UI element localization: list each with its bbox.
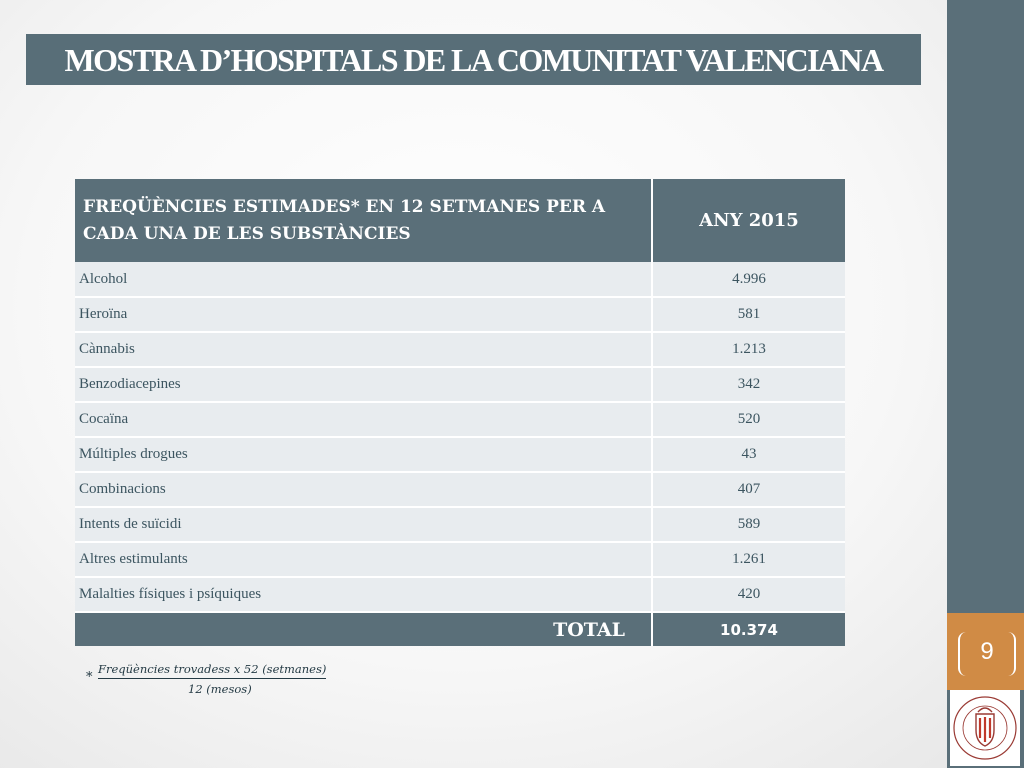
page-number: 9 [980, 638, 994, 665]
total-label: TOTAL [75, 612, 653, 646]
total-row: TOTAL 10.374 [75, 612, 845, 646]
row-label: Combinacions [75, 472, 653, 508]
page-number-frame [958, 632, 1016, 676]
total-value: 10.374 [652, 612, 845, 646]
table-row: Intents de suïcidi 589 [75, 507, 845, 543]
row-value: 1.213 [652, 332, 845, 368]
table-header-row: FREQÜÈNCIES ESTIMADES* EN 12 SETMANES PE… [75, 179, 845, 262]
row-label: Alcohol [75, 262, 653, 298]
frequencies-table: FREQÜÈNCIES ESTIMADES* EN 12 SETMANES PE… [75, 179, 845, 646]
header-substances: FREQÜÈNCIES ESTIMADES* EN 12 SETMANES PE… [75, 179, 653, 262]
row-value: 581 [652, 297, 845, 333]
footnote-numerator: Freqüències trovadess x 52 (setmanes) [98, 662, 327, 679]
row-label: Múltiples drogues [75, 437, 653, 473]
table-row: Heroïna 581 [75, 297, 845, 333]
row-value: 407 [652, 472, 845, 508]
footnote-marker: * [86, 670, 93, 685]
row-label: Altres estimulants [75, 542, 653, 578]
footnote-denominator: 12 (mesos) [188, 682, 252, 696]
seal-graphic [953, 696, 1017, 760]
row-value: 4.996 [652, 262, 845, 298]
table-row: Cànnabis 1.213 [75, 332, 845, 368]
header-year: ANY 2015 [652, 179, 845, 262]
title-bar [26, 34, 921, 85]
row-label: Cocaïna [75, 402, 653, 438]
row-label: Heroïna [75, 297, 653, 333]
row-value: 589 [652, 507, 845, 543]
row-value: 420 [652, 577, 845, 613]
row-value: 520 [652, 402, 845, 438]
row-value: 1.261 [652, 542, 845, 578]
table-row: Altres estimulants 1.261 [75, 542, 845, 578]
table-row: Alcohol 4.996 [75, 262, 845, 298]
row-value: 43 [652, 437, 845, 473]
table-row: Benzodiacepines 342 [75, 367, 845, 403]
slide-title: MOSTRA D’HOSPITALS DE LA COMUNITAT VALEN… [64, 42, 885, 78]
table-row: Malalties físiques i psíquiques 420 [75, 577, 845, 613]
university-seal-icon [950, 690, 1020, 766]
table-row: Cocaïna 520 [75, 402, 845, 438]
row-label: Intents de suïcidi [75, 507, 653, 543]
row-value: 342 [652, 367, 845, 403]
table-row: Combinacions 407 [75, 472, 845, 508]
row-label: Malalties físiques i psíquiques [75, 577, 653, 613]
row-label: Cànnabis [75, 332, 653, 368]
table-row: Múltiples drogues 43 [75, 437, 845, 473]
row-label: Benzodiacepines [75, 367, 653, 403]
